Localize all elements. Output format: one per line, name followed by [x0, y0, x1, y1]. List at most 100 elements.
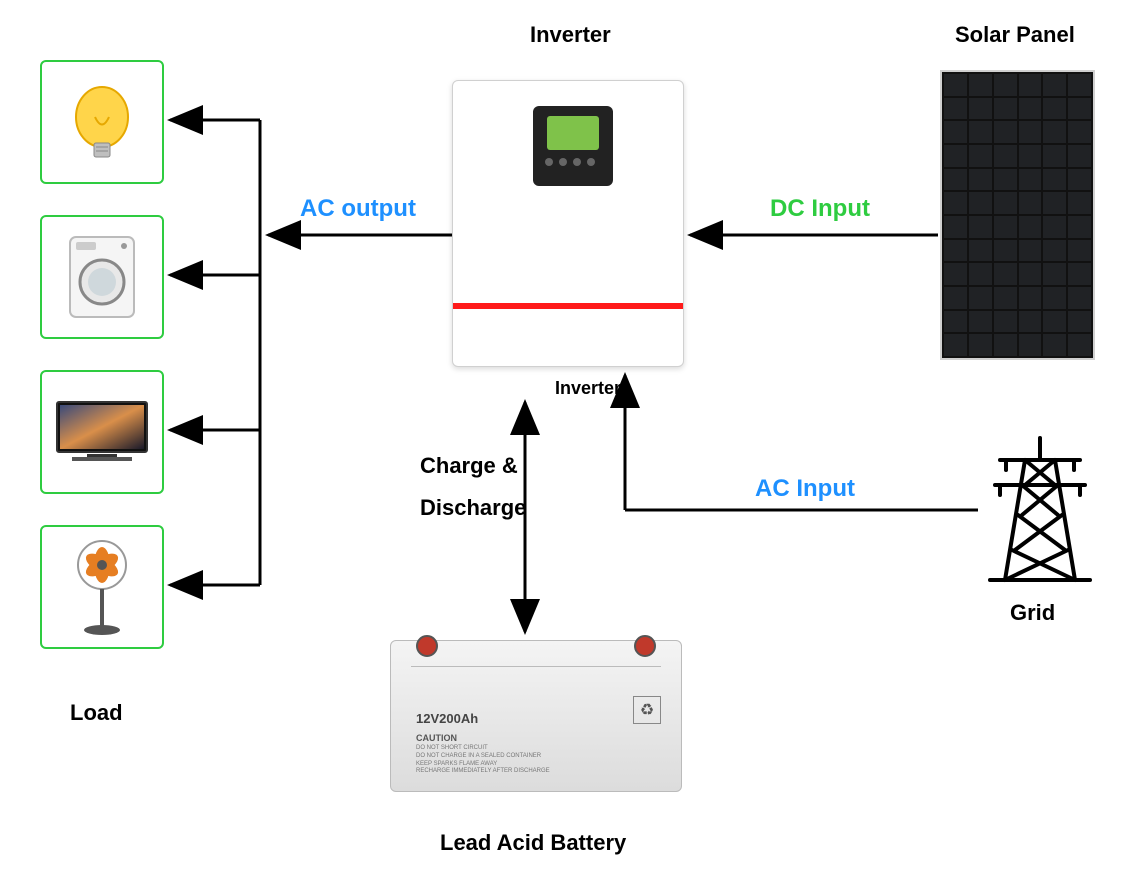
solar-cell	[944, 98, 967, 120]
solar-cell	[944, 287, 967, 309]
solar-cell	[1043, 192, 1066, 214]
solar-cell	[1019, 263, 1042, 285]
solar-cell	[944, 121, 967, 143]
battery-recycle-icon: ♻	[633, 696, 661, 724]
solar-cell	[1043, 311, 1066, 333]
solar-cell	[1019, 334, 1042, 356]
solar-cell	[1043, 121, 1066, 143]
solar-cell	[969, 240, 992, 262]
solar-cell	[994, 121, 1017, 143]
solar-cell	[969, 145, 992, 167]
washer-icon	[62, 232, 142, 322]
solar-cell	[1019, 145, 1042, 167]
load-lightbulb	[40, 60, 164, 184]
load-fan	[40, 525, 164, 649]
tv-icon	[52, 397, 152, 467]
solar-cell	[1068, 192, 1091, 214]
inverter-small-label: Inverter	[555, 378, 621, 399]
solar-cell	[944, 169, 967, 191]
solar-cell	[1068, 98, 1091, 120]
solar-cell	[1068, 216, 1091, 238]
solar-cell	[1043, 145, 1066, 167]
solar-cell	[994, 192, 1017, 214]
solar-cell	[1043, 287, 1066, 309]
inverter-control-panel	[533, 106, 613, 186]
inverter-title: Inverter	[530, 22, 611, 48]
solar-cell	[1068, 74, 1091, 96]
solar-cell	[994, 287, 1017, 309]
solar-cell	[994, 263, 1017, 285]
solar-cell	[1019, 216, 1042, 238]
solar-cell	[944, 334, 967, 356]
solar-cell	[1019, 287, 1042, 309]
solar-cell	[1068, 287, 1091, 309]
solar-cell	[969, 287, 992, 309]
solar-cell	[1068, 311, 1091, 333]
solar-cell	[969, 192, 992, 214]
load-washing-machine	[40, 215, 164, 339]
solar-cell	[994, 98, 1017, 120]
load-title: Load	[70, 700, 123, 726]
solar-cell	[1043, 263, 1066, 285]
solar-cell	[969, 334, 992, 356]
solar-cell	[1019, 74, 1042, 96]
grid-tower-icon	[980, 430, 1100, 590]
dc-input-label: DC Input	[770, 195, 870, 223]
battery-terminal-left	[416, 635, 438, 657]
battery-spec-label: 12V200Ah	[416, 711, 478, 726]
solar-cell	[944, 216, 967, 238]
solar-cell	[969, 169, 992, 191]
solar-cell	[1019, 311, 1042, 333]
solar-cell	[1068, 169, 1091, 191]
solar-panel-title: Solar Panel	[955, 22, 1075, 48]
bulb-icon	[67, 77, 137, 167]
solar-cell	[944, 311, 967, 333]
solar-cell	[1068, 240, 1091, 262]
solar-cell	[969, 216, 992, 238]
inverter-red-strip	[453, 303, 683, 309]
solar-cell	[1019, 98, 1042, 120]
solar-cell	[994, 74, 1017, 96]
solar-cell	[944, 240, 967, 262]
solar-cell	[994, 240, 1017, 262]
solar-cell	[944, 145, 967, 167]
solar-cell	[1043, 334, 1066, 356]
solar-cell	[1043, 74, 1066, 96]
inverter-lcd	[547, 116, 599, 150]
charge-discharge-label: Charge & Discharge	[420, 445, 526, 529]
fan-icon	[67, 537, 137, 637]
solar-cell	[994, 145, 1017, 167]
solar-cell	[1019, 169, 1042, 191]
ac-output-label: AC output	[300, 195, 416, 223]
solar-cell	[1043, 98, 1066, 120]
solar-cell	[969, 98, 992, 120]
battery-caution-label: CAUTION	[416, 733, 457, 743]
solar-cell	[994, 169, 1017, 191]
solar-cell	[994, 216, 1017, 238]
solar-cell	[1068, 145, 1091, 167]
grid-title: Grid	[1010, 600, 1055, 626]
solar-cell	[1043, 169, 1066, 191]
battery-title: Lead Acid Battery	[440, 830, 626, 856]
solar-cell	[1019, 192, 1042, 214]
solar-cell	[1068, 121, 1091, 143]
solar-cell	[1019, 121, 1042, 143]
solar-cell	[1043, 240, 1066, 262]
solar-cell	[969, 311, 992, 333]
solar-cell	[1068, 334, 1091, 356]
solar-cell	[944, 74, 967, 96]
inverter-device	[452, 80, 684, 367]
solar-cell	[944, 192, 967, 214]
solar-cell	[994, 334, 1017, 356]
solar-cell	[994, 311, 1017, 333]
ac-input-label: AC Input	[755, 475, 855, 503]
battery-device: 12V200Ah CAUTION DO NOT SHORT CIRCUITDO …	[390, 640, 682, 792]
solar-cell	[1043, 216, 1066, 238]
battery-fine-print: DO NOT SHORT CIRCUITDO NOT CHARGE IN A S…	[416, 745, 550, 776]
solar-cell	[944, 263, 967, 285]
solar-cell	[969, 263, 992, 285]
battery-terminal-right	[634, 635, 656, 657]
load-television	[40, 370, 164, 494]
solar-cell	[969, 121, 992, 143]
solar-cell	[969, 74, 992, 96]
